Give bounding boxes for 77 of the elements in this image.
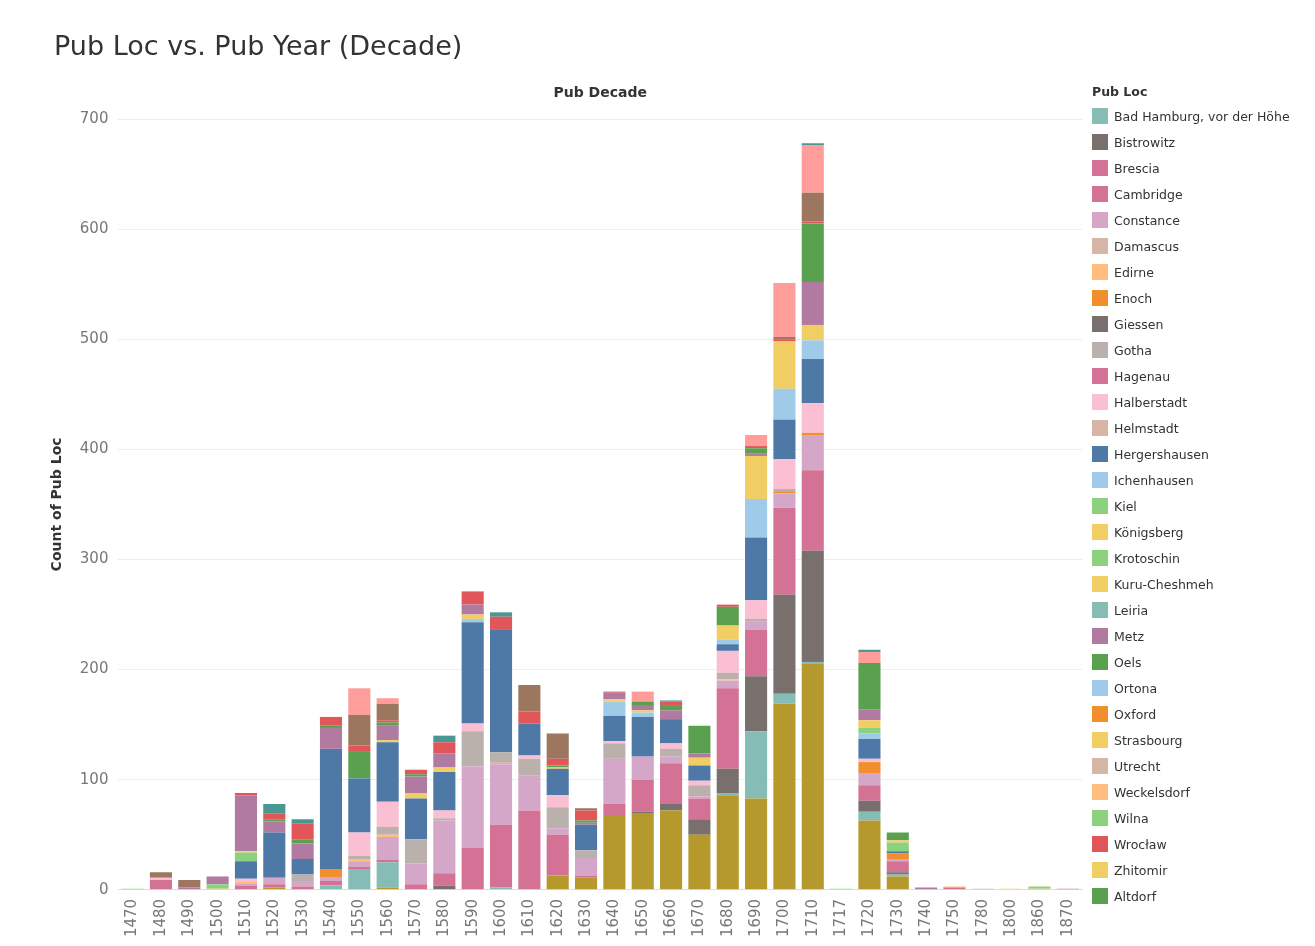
x-tick-label: 1720	[859, 898, 878, 938]
legend-label: Wilna	[1114, 810, 1149, 826]
x-axis-title: Pub Decade	[552, 84, 648, 100]
chart-title: Pub Loc vs. Pub Year (Decade)	[54, 30, 463, 61]
legend-label: Ichenhausen	[1114, 472, 1194, 488]
y-axis-title: Count of Pub Loc	[48, 437, 65, 572]
legend-label: Weckelsdorf	[1114, 784, 1190, 800]
legend-label: Metz	[1114, 628, 1144, 644]
x-tick-label: 1690	[745, 898, 764, 938]
legend-label: Kiel	[1114, 498, 1137, 514]
legend-label: Helmstadt	[1114, 420, 1179, 436]
x-tick-label: 1700	[774, 898, 793, 938]
legend-label: Gotha	[1114, 342, 1152, 358]
x-tick-label: 1800	[1001, 898, 1020, 938]
x-tick-label: 1470	[122, 898, 141, 938]
x-tick-label: 1550	[349, 898, 368, 938]
x-tick-label: 1480	[150, 898, 169, 938]
legend-label: Strasbourg	[1114, 732, 1183, 748]
x-tick-label: 1660	[660, 898, 679, 938]
x-tick-label: 1500	[207, 898, 226, 938]
legend-label: Zhitomir	[1114, 862, 1168, 878]
legend-label: Cambridge	[1114, 186, 1183, 202]
y-tick-label: 500	[79, 329, 109, 348]
legend-label: Constance	[1114, 212, 1180, 228]
x-tick-label: 1710	[802, 898, 821, 938]
y-tick-label: 200	[79, 659, 109, 678]
x-tick-label: 1580	[434, 898, 453, 938]
x-tick-label: 1560	[377, 898, 396, 938]
x-tick-label: 1640	[604, 898, 623, 938]
x-tick-label: 1520	[264, 898, 283, 938]
legend-label: Damascus	[1114, 238, 1179, 254]
x-tick-label: 1730	[887, 898, 906, 938]
legend-label: Hergershausen	[1114, 446, 1209, 462]
legend-label: Bistrowitz	[1114, 134, 1176, 150]
legend-label: Krotoschin	[1114, 550, 1180, 566]
x-tick-label: 1600	[490, 898, 509, 938]
legend-label: Enoch	[1114, 290, 1153, 306]
x-tick-label: 1750	[944, 898, 963, 938]
legend-label: Königsberg	[1114, 524, 1184, 540]
y-tick-label: 400	[79, 439, 109, 458]
x-tick-label: 1860	[1029, 898, 1048, 938]
x-tick-label: 1680	[717, 898, 736, 938]
x-tick-label: 1510	[235, 898, 254, 938]
legend-label: Oxford	[1114, 706, 1157, 722]
x-tick-label: 1530	[292, 898, 311, 938]
legend-label: Wrocław	[1114, 836, 1167, 852]
legend-label: Ortona	[1114, 680, 1158, 696]
legend-label: Brescia	[1114, 160, 1160, 176]
x-tick-label: 1610	[519, 898, 538, 938]
x-tick-label: 1540	[320, 898, 339, 938]
legend-label: Halberstadt	[1114, 394, 1188, 410]
y-tick-label: 300	[79, 549, 109, 568]
x-tick-label: 1670	[689, 898, 708, 938]
x-tick-label: 1620	[547, 898, 566, 938]
x-tick-label: 1870	[1057, 898, 1076, 938]
y-tick-label: 700	[79, 108, 109, 127]
y-tick-label: 0	[98, 879, 109, 898]
x-tick-label: 1650	[632, 898, 651, 938]
x-tick-label: 1630	[575, 898, 594, 938]
legend-label: Edirne	[1114, 264, 1154, 280]
legend-label: Giessen	[1114, 316, 1164, 332]
legend-label: Leiria	[1114, 602, 1149, 618]
x-tick-label: 1780	[972, 898, 991, 938]
legend-label: Utrecht	[1114, 758, 1161, 774]
legend-label: Kuru-Cheshmeh	[1114, 576, 1214, 592]
x-tick-label: 1590	[462, 898, 481, 938]
y-tick-label: 600	[79, 219, 109, 238]
x-tick-label: 1717	[831, 898, 849, 938]
legend-label: Altdorf	[1114, 888, 1157, 904]
x-tick-label: 1570	[405, 898, 424, 938]
legend-title: Pub Loc	[1092, 84, 1149, 99]
x-tick-label: 1740	[916, 898, 935, 938]
legend-label: Oels	[1114, 654, 1142, 670]
legend-label: Bad Hamburg, vor der Höhe	[1114, 108, 1290, 124]
legend-label: Hagenau	[1114, 368, 1171, 384]
y-tick-label: 100	[79, 769, 109, 788]
x-tick-label: 1490	[179, 898, 198, 938]
